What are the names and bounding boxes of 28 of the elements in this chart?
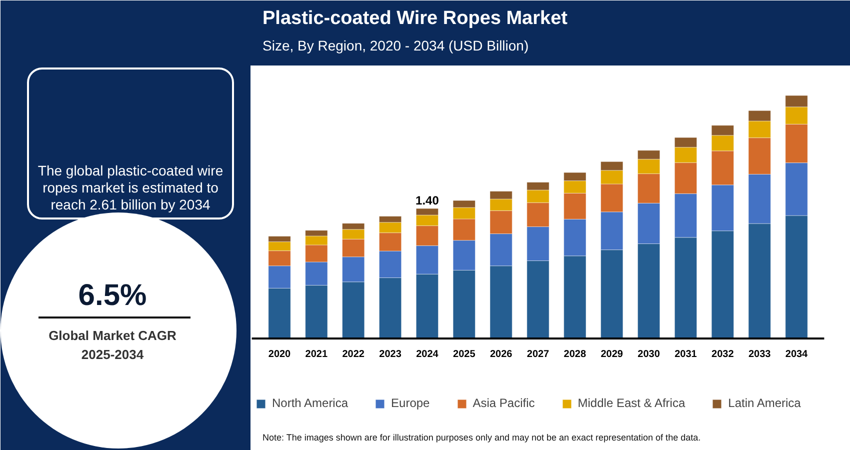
text: The global plastic-coated wire ropes market is estimated to reach 2.61 billion by 2034	[38, 162, 224, 212]
x-tick-label: 2027	[526, 349, 550, 360]
x-tick-label: 2031	[674, 349, 698, 360]
x-tick-label: 2033	[748, 349, 772, 360]
text: Global Market CAGR	[48, 328, 178, 343]
legend-label: Middle East & Africa	[578, 396, 686, 410]
legend-label: Europe	[391, 396, 430, 410]
x-tick-label: 2029	[600, 349, 624, 360]
annotation: 1.40	[416, 193, 440, 208]
x-tick-label: 2022	[342, 349, 365, 360]
x-tick-label: 2026	[490, 349, 513, 360]
chart-title: Plastic-coated Wire Ropes Market	[262, 8, 568, 29]
text: 2025-2034	[81, 347, 144, 362]
x-tick-label: 2025	[453, 349, 476, 360]
x-tick-label: 2032	[712, 349, 734, 360]
x-tick-label: 2023	[379, 349, 402, 360]
chart-subtitle: Size, By Region, 2020 - 2034 (USD Billion)	[262, 38, 529, 54]
legend-label: Latin America	[728, 396, 801, 410]
legend-label: Asia Pacific	[472, 396, 535, 410]
x-tick-label: 2028	[564, 349, 586, 360]
x-tick-label: 2020	[268, 349, 292, 360]
x-tick-label: 2024	[416, 349, 439, 360]
text: 6.5%	[78, 279, 147, 312]
legend-label: North America	[272, 396, 348, 410]
text: Note: The images shown are for illustration purposes only and may not be an exact representation of the data.	[262, 432, 701, 442]
x-tick-label: 2030	[638, 349, 660, 360]
x-tick-label: 2034	[785, 349, 808, 360]
x-tick-label: 2021	[305, 349, 328, 360]
